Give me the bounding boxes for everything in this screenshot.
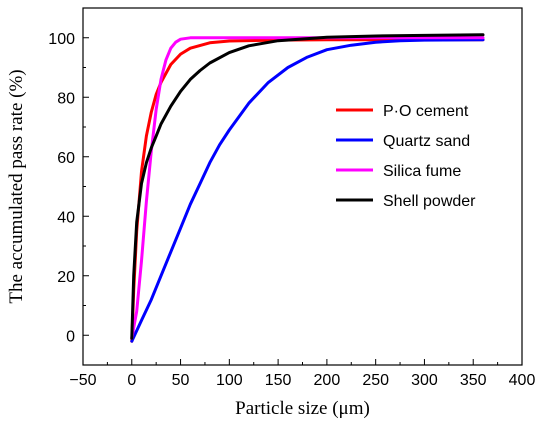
x-tick-label: 300 [411,372,438,389]
x-tick-label: 100 [216,372,243,389]
y-tick-label: 60 [57,150,75,167]
y-tick-label: 0 [66,328,75,345]
series-line [130,36,485,340]
y-tick-label: 20 [57,269,75,286]
y-axis-label: The accumulated pass rate (%) [6,69,27,303]
legend-label: Shell powder [383,193,476,210]
legend-label: P·O cement [383,103,469,120]
x-tick-label: 0 [127,372,136,389]
x-tick-label: 250 [362,372,389,389]
legend-label: Silica fume [383,163,461,180]
legend-label: Quartz sand [383,133,470,150]
x-tick-label: 50 [172,372,190,389]
y-tick-label: 40 [57,209,75,226]
x-tick-label: 150 [265,372,292,389]
legend: P·O cement Quartz sand Silica fume Shell po… [336,103,476,210]
series-layer [130,33,485,343]
x-axis-label: Particle size (μm) [235,398,370,419]
y-tick-label: 100 [48,31,75,48]
x-tick-label: 400 [509,372,536,389]
series-line [130,38,485,343]
x-tick-label: −50 [69,372,96,389]
x-tick-label: 350 [460,372,487,389]
y-tick-label: 80 [57,90,75,107]
series-line [130,33,485,340]
axis-ticks: −50 0 50 100 150 200 250 300 350 400 0 20 40 60 80 100 [48,7,536,389]
x-tick-label: 200 [314,372,341,389]
